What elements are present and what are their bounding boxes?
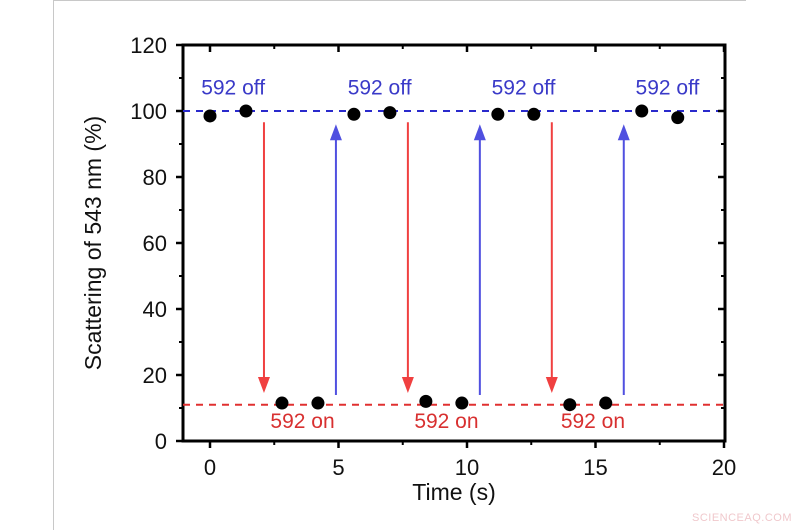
arrow-down-icon <box>257 377 270 394</box>
y-axis-title: Scattering of 543 nm (%) <box>80 116 106 370</box>
arrow-down-icon <box>545 377 558 394</box>
annotation-label: 592 off <box>492 77 556 100</box>
y-tick-label: 60 <box>143 231 167 256</box>
annotation-label: 592 off <box>201 77 265 100</box>
x-tick-label: 0 <box>204 455 216 480</box>
y-tick-label: 40 <box>143 297 167 322</box>
data-point <box>239 104 253 118</box>
data-point <box>671 111 685 125</box>
data-point <box>311 396 325 410</box>
x-tick-label: 10 <box>455 455 479 480</box>
data-point <box>491 107 505 121</box>
annotation-label: 592 on <box>270 410 334 433</box>
x-axis-title: Time (s) <box>412 479 495 505</box>
arrow-up-icon <box>329 124 342 141</box>
x-tick-label: 20 <box>712 455 736 480</box>
data-point <box>527 107 541 121</box>
annotation-label: 592 on <box>561 410 625 433</box>
arrow-up-icon <box>473 124 486 141</box>
y-tick-label: 120 <box>130 33 167 58</box>
image-border-top <box>53 0 746 1</box>
annotation-label: 592 off <box>636 77 700 100</box>
y-tick-label: 20 <box>143 363 167 388</box>
data-point <box>599 396 613 410</box>
y-tick-label: 100 <box>130 99 167 124</box>
data-point <box>563 398 577 412</box>
data-point <box>635 104 649 118</box>
data-point <box>419 394 433 408</box>
y-tick-label: 80 <box>143 165 167 190</box>
transition-arrows <box>257 122 630 396</box>
data-point <box>455 396 469 410</box>
annotation-label: 592 off <box>348 77 412 100</box>
data-point <box>383 106 397 120</box>
arrow-down-icon <box>401 377 414 394</box>
x-tick-label: 5 <box>332 455 344 480</box>
data-point <box>203 109 217 123</box>
x-tick-label: 15 <box>583 455 607 480</box>
axis-ticks: 0 5 10 15 20 0 20 40 60 80 100 120 <box>130 33 736 480</box>
annotations: 592 off 592 off 592 off 592 off 592 on 592 on… <box>201 77 699 433</box>
image-border-left <box>53 0 54 530</box>
y-tick-label: 0 <box>155 429 167 454</box>
annotation-label: 592 on <box>414 410 478 433</box>
arrow-up-icon <box>617 124 630 141</box>
data-point <box>347 107 361 121</box>
watermark: SCIENCEAQ.COM <box>691 512 792 524</box>
data-points <box>203 104 685 412</box>
data-point <box>275 396 289 410</box>
